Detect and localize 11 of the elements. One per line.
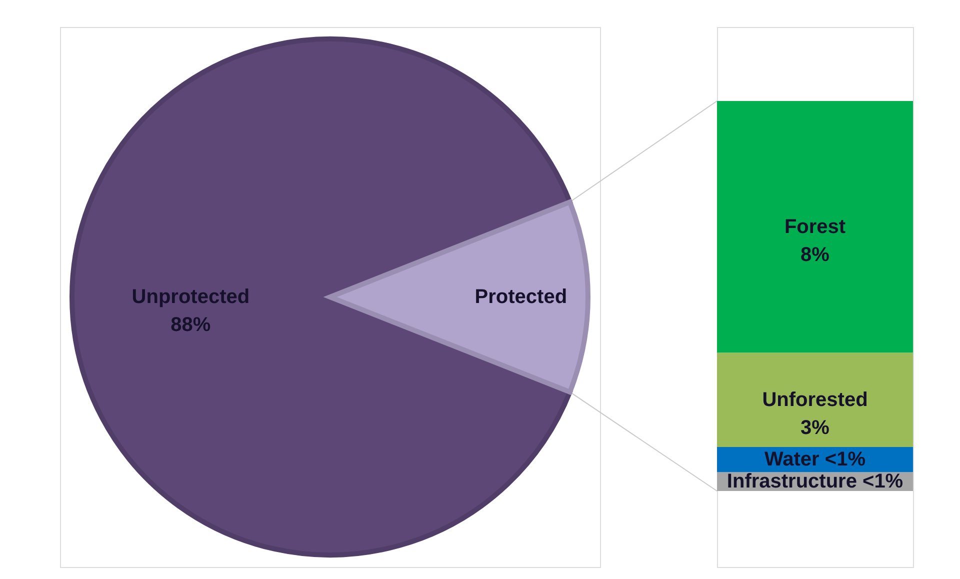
text: Water <1%: [764, 448, 866, 471]
text: Infrastructure <1%: [726, 470, 904, 493]
slice-label: Protected: [474, 286, 568, 308]
bar: [717, 101, 913, 353]
slice-label: Unprotected: [132, 286, 250, 308]
series-label: Forest: [784, 216, 846, 238]
data-label: 3%: [800, 416, 830, 439]
bar: [717, 352, 913, 447]
series-label: Unforested: [762, 388, 868, 411]
data-label: 88%: [170, 314, 211, 336]
data-label: 8%: [800, 244, 830, 266]
